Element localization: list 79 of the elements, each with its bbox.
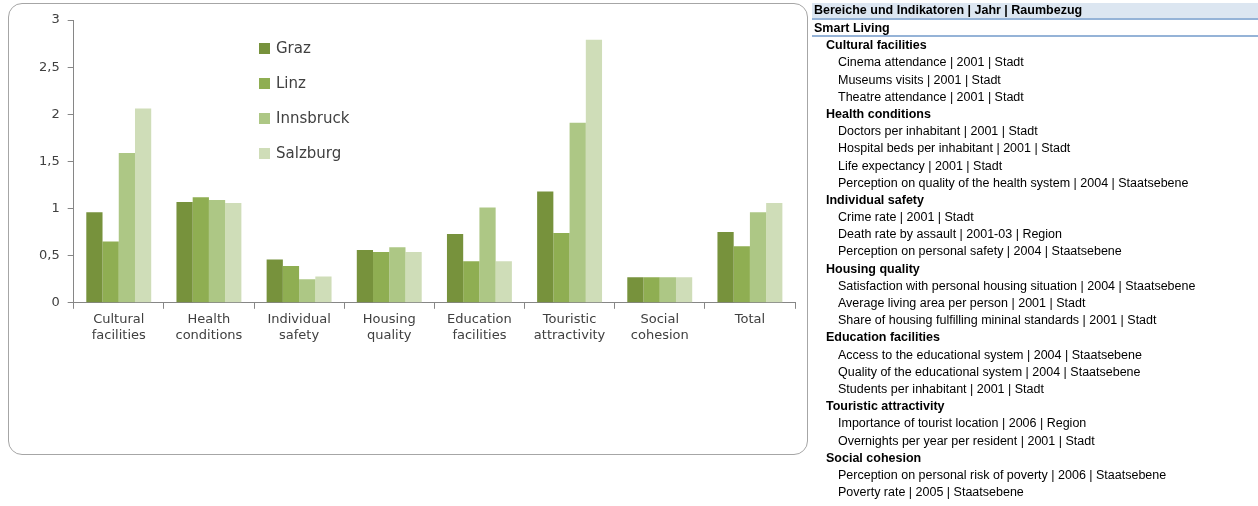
- y-tick-label: 2: [51, 105, 60, 121]
- text: Perception on personal risk of poverty | 2006 | Staatsebene: [837, 466, 1168, 484]
- y-tick-label: 2,5: [38, 58, 60, 74]
- bar: [225, 202, 242, 303]
- bar: [356, 250, 374, 303]
- bar: [733, 246, 750, 303]
- text: Theatre attendance | 2001 | Stadt: [837, 88, 1025, 106]
- bar: [717, 232, 734, 303]
- legend-label: Innsbruck: [276, 109, 350, 127]
- x-tick-label: Housing quality: [362, 310, 416, 342]
- text: Smart Living: [812, 20, 1258, 38]
- bar: [659, 277, 676, 303]
- text: Share of housing fulfilling mininal standards | 2001 | Stadt: [837, 312, 1158, 330]
- bar: [537, 191, 554, 303]
- x-tick-label: Touristic attractivity: [533, 310, 606, 342]
- text: Overnights per year per resident | 2001 | Stadt: [837, 432, 1096, 450]
- text: Cinema attendance | 2001 | Stadt: [837, 54, 1025, 72]
- legend-label: Linz: [276, 74, 306, 92]
- text: Hospital beds per inhabitant | 2001 | Stadt: [837, 140, 1072, 158]
- bar: [627, 277, 644, 303]
- y-tick-label: 3: [51, 11, 60, 27]
- bar: [479, 207, 496, 303]
- text: Access to the educational system | 2004 | Staatsebene: [837, 346, 1143, 364]
- text: Students per inhabitant | 2001 | Stadt: [837, 380, 1045, 398]
- text: Individual safety: [825, 191, 925, 209]
- text: Social cohesion: [825, 449, 923, 467]
- bar: [282, 266, 300, 303]
- bar: [373, 251, 390, 303]
- text: Perception on personal safety | 2004 | Staatsebene: [837, 243, 1123, 261]
- x-tick-label: Individual safety: [267, 310, 331, 342]
- text: Importance of tourist location | 2006 | Region: [837, 415, 1088, 433]
- x-tick-label: Education facilities: [447, 310, 512, 342]
- bar: [749, 212, 767, 303]
- bar: [299, 279, 316, 303]
- y-tick-label: 0,5: [38, 247, 60, 263]
- y-tick-label: 1,5: [38, 152, 60, 168]
- legend-label: Salzburg: [276, 144, 342, 162]
- text: Health conditions: [825, 105, 932, 123]
- bar: [266, 259, 283, 303]
- text: Housing quality: [825, 260, 921, 278]
- bar: [315, 276, 332, 303]
- text: Crime rate | 2001 | Stadt: [837, 209, 975, 227]
- bar: [389, 247, 406, 303]
- bar: [176, 201, 193, 303]
- x-tick-label: Health conditions: [175, 310, 243, 342]
- x-tick-label: Total: [733, 310, 766, 326]
- bar: [569, 122, 586, 303]
- text: Cultural facilities: [825, 37, 928, 55]
- bar: [118, 152, 135, 303]
- bar: [134, 108, 152, 303]
- bar: [585, 39, 603, 303]
- bar: [208, 200, 226, 303]
- bar: [102, 241, 119, 303]
- bar: [463, 261, 480, 303]
- bar: [675, 277, 693, 303]
- text: Perception on quality of the health system | 2004 | Staatsebene: [837, 174, 1190, 192]
- text: Bereiche und Indikatoren | Jahr | Raumbezug: [812, 3, 1258, 20]
- text: Average living area per person | 2001 | Stadt: [837, 295, 1087, 312]
- bar: [643, 277, 660, 303]
- text: Doctors per inhabitant | 2001 | Stadt: [837, 123, 1039, 141]
- text: Touristic attractivity: [825, 398, 946, 416]
- y-tick-label: 0: [51, 294, 60, 310]
- text: Life expectancy | 2001 | Stadt: [837, 157, 1004, 175]
- y-tick-label: 1: [51, 199, 60, 215]
- x-tick-label: Social cohesion: [630, 310, 689, 342]
- bar: [405, 251, 422, 303]
- bar: [766, 202, 783, 303]
- bar: [86, 212, 103, 303]
- text: Death rate by assault | 2001-03 | Region: [837, 226, 1063, 244]
- text: Quality of the educational system | 2004 | Staatsebene: [837, 363, 1142, 381]
- text: Satisfaction with personal housing situation | 2004 | Staatsebene: [837, 277, 1197, 295]
- text: Poverty rate | 2005 | Staatsebene: [837, 484, 1025, 502]
- bar: [446, 233, 464, 303]
- text: Museums visits | 2001 | Stadt: [837, 71, 1002, 89]
- legend-label: Graz: [276, 39, 311, 57]
- bar: [192, 197, 209, 303]
- bar: [495, 261, 512, 303]
- x-tick-label: Cultural facilities: [91, 310, 146, 342]
- bar: [553, 233, 570, 303]
